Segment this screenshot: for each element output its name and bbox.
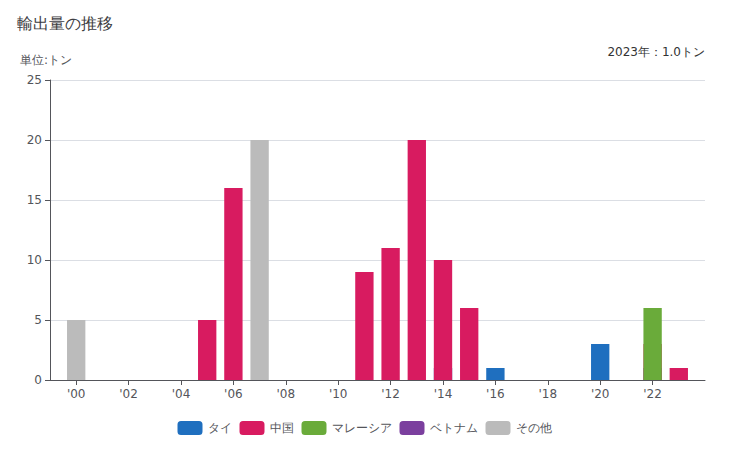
svg-text:2023年：1.0トン: 2023年：1.0トン: [607, 45, 705, 59]
svg-text:'14: '14: [434, 387, 453, 401]
svg-text:輸出量の推移: 輸出量の推移: [17, 14, 113, 33]
svg-text:ベトナム: ベトナム: [430, 421, 478, 435]
svg-text:'20: '20: [591, 387, 610, 401]
svg-text:15: 15: [27, 193, 42, 207]
svg-text:'06: '06: [224, 387, 243, 401]
svg-text:中国: 中国: [270, 421, 294, 435]
svg-text:'16: '16: [486, 387, 505, 401]
svg-text:10: 10: [27, 253, 42, 267]
svg-text:'22: '22: [643, 387, 662, 401]
svg-text:'02: '02: [119, 387, 138, 401]
svg-text:マレーシア: マレーシア: [332, 421, 392, 435]
svg-text:単位:トン: 単位:トン: [20, 53, 72, 67]
svg-text:'08: '08: [277, 387, 296, 401]
svg-text:タイ: タイ: [208, 421, 232, 435]
svg-text:'04: '04: [172, 387, 191, 401]
svg-text:'12: '12: [381, 387, 400, 401]
svg-text:'00: '00: [67, 387, 86, 401]
svg-text:'18: '18: [539, 387, 558, 401]
svg-text:20: 20: [27, 133, 42, 147]
svg-text:その他: その他: [516, 421, 552, 435]
svg-text:'10: '10: [329, 387, 348, 401]
svg-text:5: 5: [34, 313, 42, 327]
svg-text:25: 25: [27, 73, 42, 87]
svg-text:0: 0: [34, 373, 42, 387]
